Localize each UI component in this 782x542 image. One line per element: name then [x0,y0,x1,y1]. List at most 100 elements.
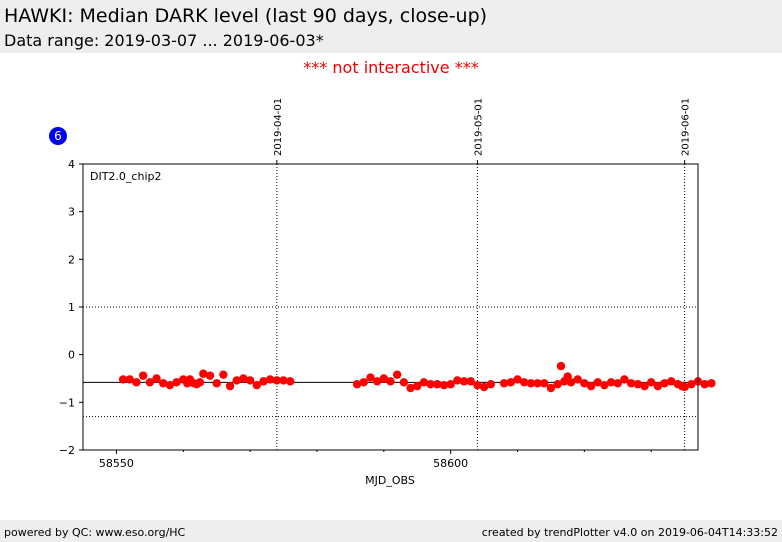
data-point [159,379,168,388]
data-point [252,380,262,390]
data-point [540,379,549,388]
data-point [473,380,482,390]
data-point [372,377,382,386]
data-point [680,382,689,392]
data-point [633,380,643,389]
chart-number-badge: 6 [49,127,67,145]
data-point [459,377,469,386]
data-point [205,371,215,380]
data-point [245,376,255,385]
data-point [225,381,235,391]
data-point [232,376,241,385]
series-annotation: DIT2.0_chip2 [90,170,161,183]
footer-created-by: created by trendPlotter v4.0 on 2019-06-… [481,526,778,539]
data-point [466,377,475,386]
data-point [600,380,609,390]
badge-number: 6 [54,129,62,143]
data-point [546,383,556,393]
data-point [506,378,516,387]
date-marker-label: 2019-05-01 [473,98,484,156]
date-marker-label: 2019-06-01 [681,98,692,156]
data-point [553,380,562,389]
data-point [118,375,128,384]
data-point [272,376,282,385]
data-point [138,371,148,380]
data-point [479,382,489,392]
data-point [259,377,268,386]
data-points [118,361,716,393]
data-point [399,378,409,387]
data-point [513,375,522,384]
data-point [219,370,228,379]
data-point [419,378,429,387]
y-tick-label: 4 [68,158,75,171]
data-range-subtitle: Data range: 2019-03-07 ... 2019-06-03* [4,31,324,50]
page-title: HAWKI: Median DARK level (last 90 days, … [4,5,488,27]
data-point [647,378,656,387]
badge-circle [49,127,67,145]
y-axis: −2 −1 0 1 2 3 4 [59,158,83,457]
y-tick-label: 0 [68,349,75,362]
data-point [392,370,402,379]
data-point [556,361,566,371]
footer-powered-by: powered by QC: www.eso.org/HC [4,526,186,539]
data-point [586,381,596,391]
data-point [386,377,395,386]
data-point [613,379,622,388]
x-axis-label: MJD_OBS [365,474,415,487]
data-point [433,380,442,389]
data-point [667,377,676,386]
data-point [653,381,663,391]
x-tick-label: 58600 [433,457,468,470]
data-point [379,374,389,383]
data-point [125,375,134,384]
date-marker-label: 2019-04-01 [273,98,284,156]
plot-area: DIT2.0_chip2 [82,163,716,451]
data-point [279,376,288,385]
data-point [265,375,275,384]
data-point [486,380,495,389]
data-point [406,383,415,393]
data-point [152,374,161,383]
data-point [700,380,709,389]
x-tick-label: 58550 [99,457,134,470]
trend-chart: 6 DIT2.0_chip2 −2 −1 0 1 2 3 4 58550 58600 2019… [49,98,716,487]
data-point [212,379,221,388]
data-point [660,379,669,388]
data-point [426,380,435,389]
data-point [172,378,181,387]
y-tick-label: 2 [68,253,75,266]
data-point [580,379,589,388]
date-marker-labels: 2019-04-01 2019-05-01 2019-06-01 [273,98,692,164]
data-point [526,379,536,388]
x-axis: 58550 58600 [99,450,652,470]
data-point [606,378,616,387]
data-point [199,369,208,378]
y-tick-label: −2 [59,444,75,457]
data-point [533,379,542,388]
data-point [453,376,462,385]
data-point [687,380,696,389]
data-point [413,381,422,391]
data-point [439,380,449,390]
data-point [620,375,629,384]
y-tick-label: −1 [59,396,75,409]
not-interactive-notice: *** not interactive *** [303,58,479,77]
data-point [359,378,368,387]
footer-bar: powered by QC: www.eso.org/HC created by… [0,520,782,542]
data-point [566,378,576,387]
data-point [352,380,362,389]
data-point [519,378,529,387]
data-point [499,379,509,388]
y-tick-label: 3 [68,206,75,219]
data-point [366,373,375,382]
data-point [195,378,205,387]
data-point [239,374,248,383]
data-point [593,378,602,387]
data-point [165,380,175,390]
y-tick-label: 1 [68,301,75,314]
data-point [707,379,716,388]
data-point [626,379,636,388]
data-point [286,377,295,386]
data-point [145,378,155,387]
